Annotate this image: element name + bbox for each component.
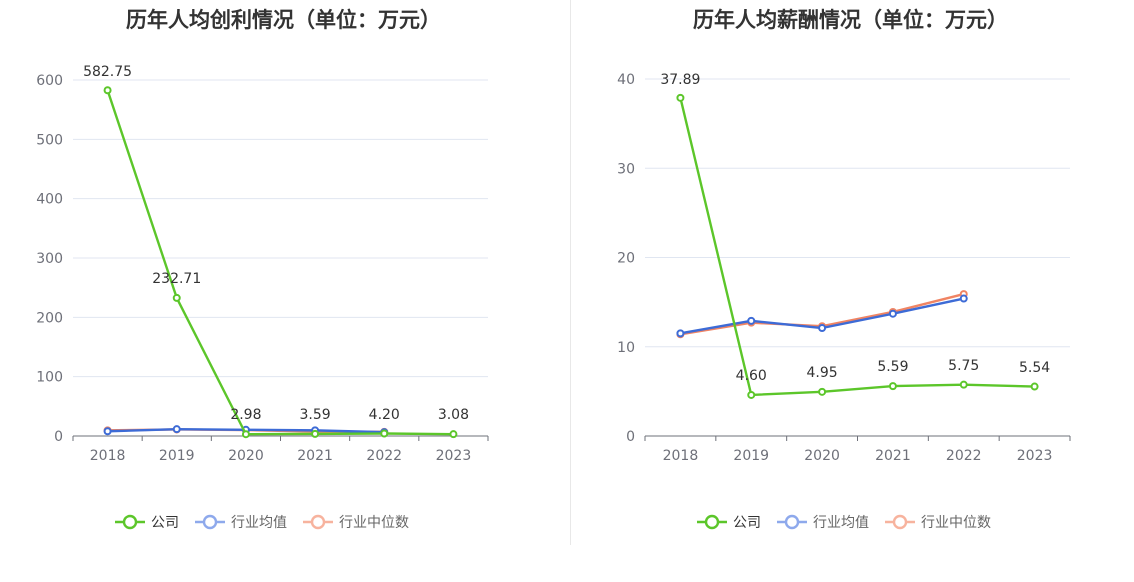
profit-x-tick-label: 2020 bbox=[228, 448, 264, 464]
salary-x-tick-label: 2020 bbox=[804, 448, 840, 464]
profit-y-tick-label: 500 bbox=[36, 132, 63, 148]
profit-y-tick-label: 600 bbox=[36, 73, 63, 89]
salary-point-industry-avg bbox=[818, 324, 827, 333]
panel-divider bbox=[570, 0, 571, 545]
profit-chart: 0 100 200 300 400 500 600 2018 2019 2020 2021 2022 2… bbox=[36, 64, 489, 531]
salary-legend-marker-industry-median bbox=[892, 514, 908, 530]
salary-y-tick-label: 10 bbox=[617, 340, 635, 356]
salary-point-company bbox=[676, 93, 685, 102]
salary-data-label: 37.89 bbox=[660, 72, 700, 88]
salary-y-tick-label: 0 bbox=[626, 429, 635, 445]
salary-y-tick-label: 20 bbox=[617, 251, 635, 267]
salary-data-label: 4.95 bbox=[806, 365, 837, 381]
profit-point-company bbox=[311, 429, 320, 438]
profit-data-label: 582.75 bbox=[83, 64, 132, 80]
profit-y-tick-label: 200 bbox=[36, 310, 63, 326]
salary-x-tick-label: 2023 bbox=[1017, 448, 1053, 464]
profit-legend-marker-industry-avg bbox=[202, 514, 218, 530]
profit-legend-label-company: 公司 bbox=[151, 515, 179, 531]
profit-data-label: 3.59 bbox=[299, 407, 330, 423]
salary-legend-marker-industry-avg bbox=[784, 514, 800, 530]
salary-point-industry-avg bbox=[747, 316, 756, 325]
salary-series-line-company bbox=[679, 97, 1035, 397]
salary-data-label: 5.54 bbox=[1019, 360, 1050, 376]
salary-x-tick-label: 2021 bbox=[875, 448, 911, 464]
profit-point-company bbox=[449, 430, 458, 439]
profit-point-company bbox=[241, 430, 250, 439]
salary-legend-marker-company bbox=[704, 514, 720, 530]
salary-point-company bbox=[959, 380, 968, 389]
salary-point-industry-avg bbox=[959, 294, 968, 303]
profit-y-tick-label: 300 bbox=[36, 251, 63, 267]
profit-point-company bbox=[172, 293, 181, 302]
profit-data-label: 3.08 bbox=[438, 407, 469, 423]
profit-x-tick-label: 2018 bbox=[90, 448, 126, 464]
profit-x-tick-label: 2019 bbox=[159, 448, 195, 464]
profit-legend-marker-industry-median bbox=[310, 514, 326, 530]
salary-point-company bbox=[818, 387, 827, 396]
salary-point-company bbox=[1030, 382, 1039, 391]
salary-legend-label-industry-avg: 行业均值 bbox=[813, 515, 869, 531]
profit-point-industry-avg bbox=[172, 425, 181, 434]
profit-chart-title: 历年人均创利情况（单位：万元） bbox=[126, 8, 441, 32]
salary-legend-label-company: 公司 bbox=[733, 515, 761, 531]
profit-legend-label-industry-avg: 行业均值 bbox=[231, 515, 287, 531]
profit-x-tick-label: 2023 bbox=[436, 448, 472, 464]
salary-data-label: 5.59 bbox=[877, 359, 908, 375]
profit-y-tick-label: 0 bbox=[54, 429, 63, 445]
profit-y-tick-label: 100 bbox=[36, 370, 63, 386]
salary-chart: 0 10 20 30 40 2018 2019 2020 2021 2022 2023 37.89 4.… bbox=[617, 72, 1071, 531]
profit-chart-panel: 历年人均创利情况（单位：万元） 0 100 200 300 400 500 600 2018 2… bbox=[36, 8, 489, 531]
salary-x-tick-label: 2019 bbox=[733, 448, 769, 464]
profit-x-tick-label: 2021 bbox=[297, 448, 333, 464]
profit-legend-label-industry-median: 行业中位数 bbox=[339, 515, 409, 531]
salary-point-company bbox=[888, 382, 897, 391]
profit-y-tick-label: 400 bbox=[36, 192, 63, 208]
salary-point-industry-avg bbox=[888, 309, 897, 318]
salary-chart-title: 历年人均薪酬情况（单位：万元） bbox=[693, 8, 1008, 32]
salary-point-company bbox=[747, 390, 756, 399]
profit-data-label: 2.98 bbox=[230, 407, 261, 423]
profit-point-company bbox=[380, 429, 389, 438]
profit-point-company bbox=[103, 86, 112, 95]
salary-y-tick-label: 30 bbox=[617, 161, 635, 177]
salary-x-tick-label: 2018 bbox=[663, 448, 699, 464]
profit-legend-marker-company bbox=[122, 514, 138, 530]
profit-data-label: 232.71 bbox=[152, 271, 201, 287]
profit-x-tick-label: 2022 bbox=[366, 448, 402, 464]
profit-point-industry-avg bbox=[103, 427, 112, 436]
salary-point-industry-avg bbox=[676, 329, 685, 338]
salary-y-tick-label: 40 bbox=[617, 72, 635, 88]
salary-x-tick-label: 2022 bbox=[946, 448, 982, 464]
profit-data-label: 4.20 bbox=[369, 407, 400, 423]
salary-data-label: 5.75 bbox=[948, 358, 979, 374]
salary-legend-label-industry-median: 行业中位数 bbox=[921, 515, 991, 531]
profit-series-line-company bbox=[106, 89, 454, 436]
salary-chart-panel: 历年人均薪酬情况（单位：万元） 0 10 20 30 40 2018 2019 2020 202… bbox=[567, 0, 1134, 582]
salary-data-label: 4.60 bbox=[736, 368, 767, 384]
